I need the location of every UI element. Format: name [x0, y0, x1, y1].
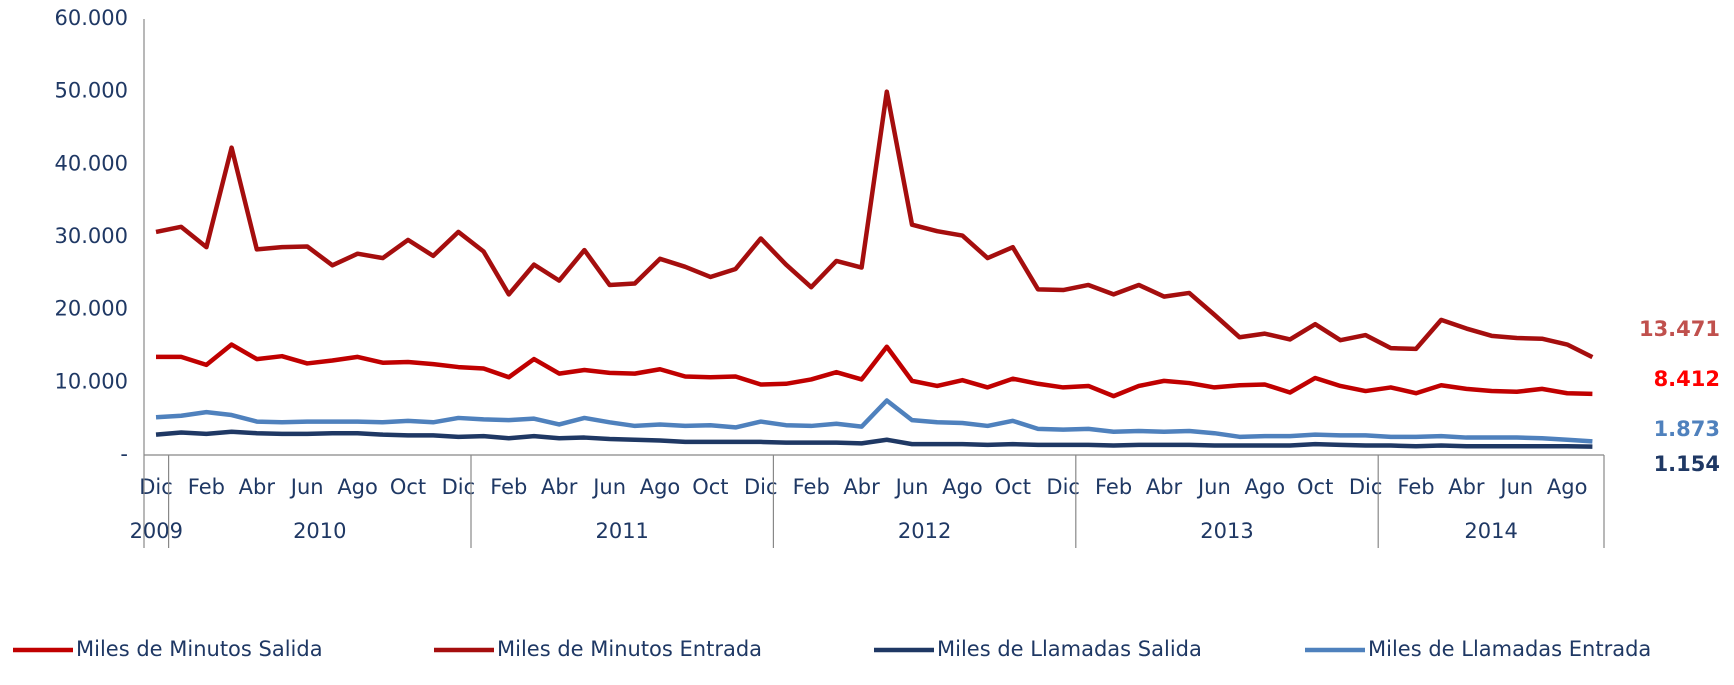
x-tick-label: Abr — [239, 475, 276, 499]
x-tick-label: Jun — [894, 475, 929, 499]
x-group-label: 2013 — [1200, 519, 1253, 543]
x-tick-label: Feb — [188, 475, 225, 499]
x-group-label: 2011 — [595, 519, 648, 543]
legend-label: Miles de Minutos Salida — [76, 637, 323, 661]
x-tick-label: Abr — [1146, 475, 1183, 499]
x-tick-label: Dic — [744, 475, 778, 499]
x-tick-label: Dic — [139, 475, 173, 499]
end-value-label: 8.412 — [1654, 367, 1720, 391]
legend-label: Miles de Llamadas Salida — [937, 637, 1202, 661]
end-value-label: 1.154 — [1654, 452, 1720, 476]
end-value-label: 1.873 — [1654, 417, 1720, 441]
legend-label: Miles de Llamadas Entrada — [1368, 637, 1651, 661]
x-tick-label: Abr — [843, 475, 880, 499]
x-tick-label: Jun — [1196, 475, 1231, 499]
x-tick-label: Ago — [640, 475, 681, 499]
x-tick-label: Ago — [1245, 475, 1286, 499]
series-line — [155, 398, 1593, 444]
y-tick-label: 30.000 — [55, 224, 128, 248]
x-tick-label: Dic — [1349, 475, 1383, 499]
y-tick-label: 40.000 — [55, 151, 128, 175]
x-tick-label: Feb — [1095, 475, 1132, 499]
series-line — [155, 429, 1593, 449]
x-tick-label: Feb — [793, 475, 830, 499]
x-tick-label: Dic — [442, 475, 476, 499]
x-tick-label: Oct — [692, 475, 728, 499]
x-tick-label: Feb — [1397, 475, 1434, 499]
series-line — [156, 342, 1593, 399]
y-tick-label: 60.000 — [55, 6, 128, 30]
x-tick-label: Ago — [942, 475, 983, 499]
y-tick-label: 20.000 — [55, 297, 128, 321]
x-tick-label: Feb — [490, 475, 527, 499]
x-tick-label: Oct — [390, 475, 426, 499]
x-tick-label: Jun — [591, 475, 626, 499]
end-value-label: 13.471 — [1639, 317, 1720, 341]
y-tick-label: - — [120, 442, 128, 466]
x-tick-label: Ago — [337, 475, 378, 499]
x-tick-label: Ago — [1547, 475, 1588, 499]
y-tick-label: 10.000 — [55, 369, 128, 393]
y-tick-label: 50.000 — [55, 79, 128, 103]
x-tick-label: Abr — [541, 475, 578, 499]
x-tick-label: Abr — [1448, 475, 1485, 499]
x-group-label: 2009 — [130, 519, 183, 543]
x-tick-label: Oct — [995, 475, 1031, 499]
x-tick-label: Jun — [1498, 475, 1533, 499]
legend-label: Miles de Minutos Entrada — [497, 637, 762, 661]
x-group-label: 2014 — [1464, 519, 1517, 543]
x-group-label: 2010 — [293, 519, 346, 543]
x-tick-label: Oct — [1297, 475, 1333, 499]
x-tick-label: Jun — [289, 475, 324, 499]
x-group-label: 2012 — [898, 519, 951, 543]
series-line — [155, 89, 1594, 360]
x-tick-label: Dic — [1046, 475, 1080, 499]
